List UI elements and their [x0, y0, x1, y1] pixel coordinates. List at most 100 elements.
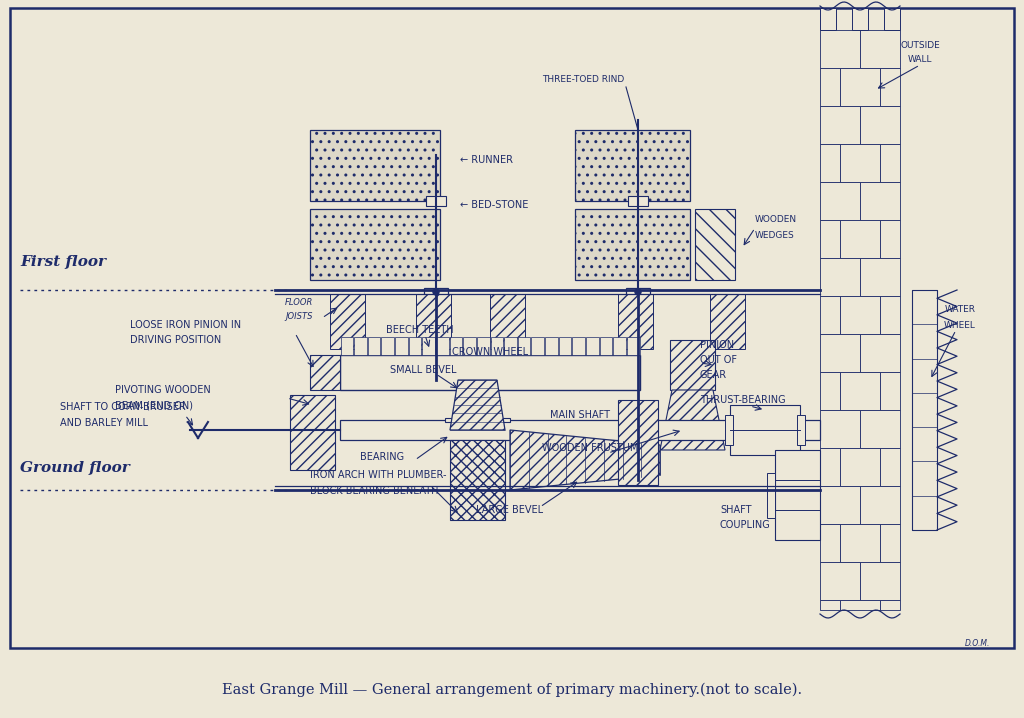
- Bar: [354, 337, 367, 355]
- Bar: [575, 209, 690, 280]
- Bar: [310, 355, 340, 390]
- Text: WOODEN FRUSTUM: WOODEN FRUSTUM: [542, 443, 638, 453]
- Bar: [416, 294, 451, 349]
- Text: MAIN SHAFT: MAIN SHAFT: [550, 410, 610, 420]
- Text: AND BARLEY MILL: AND BARLEY MILL: [60, 418, 148, 428]
- Bar: [852, 8, 868, 30]
- Bar: [725, 415, 733, 445]
- Text: WALL: WALL: [907, 55, 932, 65]
- Bar: [445, 418, 510, 422]
- Bar: [797, 415, 805, 445]
- Text: WOODEN: WOODEN: [755, 215, 797, 225]
- Text: BLOCK BEARING BENEATH: BLOCK BEARING BENEATH: [310, 486, 438, 496]
- Bar: [613, 337, 626, 355]
- Text: WATER: WATER: [944, 305, 976, 314]
- Text: THRUST-BEARING: THRUST-BEARING: [700, 395, 785, 405]
- Bar: [767, 472, 775, 518]
- Bar: [860, 182, 900, 220]
- Bar: [860, 562, 900, 600]
- Text: WHEEL: WHEEL: [944, 322, 976, 330]
- Bar: [395, 337, 408, 355]
- Bar: [518, 337, 530, 355]
- Bar: [626, 288, 650, 296]
- Text: COUPLING: COUPLING: [720, 520, 771, 530]
- Text: First floor: First floor: [20, 255, 106, 269]
- Bar: [330, 294, 365, 349]
- Bar: [840, 144, 880, 182]
- Text: THREE-TOED RIND: THREE-TOED RIND: [542, 75, 624, 85]
- Bar: [880, 144, 900, 182]
- Text: JOISTS: JOISTS: [285, 312, 312, 321]
- Text: IRON ARCH WITH PLUMBER-: IRON ARCH WITH PLUMBER-: [310, 470, 446, 480]
- Bar: [880, 68, 900, 106]
- Bar: [710, 294, 745, 349]
- Text: FLOOR: FLOOR: [285, 298, 313, 307]
- Circle shape: [433, 289, 439, 295]
- Bar: [695, 209, 735, 280]
- Polygon shape: [450, 380, 505, 430]
- Bar: [775, 450, 820, 540]
- Text: East Grange Mill — General arrangement of primary machinery.(not to scale).: East Grange Mill — General arrangement o…: [222, 683, 802, 697]
- Bar: [880, 524, 900, 562]
- Bar: [880, 220, 900, 258]
- Bar: [340, 420, 820, 440]
- Text: PINION: PINION: [700, 340, 734, 350]
- Bar: [840, 600, 880, 610]
- Bar: [340, 355, 640, 390]
- Bar: [820, 106, 860, 144]
- Text: DRIVING POSITION: DRIVING POSITION: [130, 335, 221, 345]
- Bar: [860, 258, 900, 296]
- Text: CROWN WHEEL: CROWN WHEEL: [452, 347, 528, 357]
- Bar: [820, 296, 840, 334]
- Bar: [820, 600, 840, 610]
- Bar: [884, 8, 900, 30]
- Bar: [618, 294, 653, 349]
- Bar: [860, 334, 900, 372]
- Text: Ground floor: Ground floor: [20, 461, 130, 475]
- Bar: [860, 106, 900, 144]
- Bar: [912, 290, 937, 530]
- Bar: [840, 68, 880, 106]
- Bar: [436, 337, 449, 355]
- Text: GEAR: GEAR: [700, 370, 727, 380]
- Text: WEDGES: WEDGES: [755, 231, 795, 241]
- Bar: [820, 182, 860, 220]
- Bar: [840, 372, 880, 410]
- Bar: [820, 562, 860, 600]
- Bar: [840, 524, 880, 562]
- Bar: [627, 337, 640, 355]
- Bar: [545, 337, 558, 355]
- Bar: [450, 440, 505, 520]
- Bar: [880, 448, 900, 486]
- Circle shape: [635, 289, 641, 295]
- Polygon shape: [510, 430, 660, 490]
- Bar: [860, 30, 900, 68]
- Bar: [820, 30, 860, 68]
- Bar: [477, 337, 489, 355]
- Bar: [820, 68, 840, 106]
- Bar: [840, 448, 880, 486]
- Bar: [310, 209, 440, 280]
- Bar: [628, 196, 648, 206]
- Bar: [618, 400, 658, 485]
- Bar: [600, 337, 612, 355]
- Bar: [381, 337, 394, 355]
- Bar: [820, 410, 860, 448]
- Bar: [820, 524, 840, 562]
- Bar: [463, 337, 476, 355]
- Text: LOOSE IRON PINION IN: LOOSE IRON PINION IN: [130, 320, 241, 330]
- Polygon shape: [660, 390, 725, 450]
- Bar: [820, 258, 860, 296]
- Bar: [840, 296, 880, 334]
- Bar: [490, 337, 503, 355]
- Bar: [860, 486, 900, 524]
- Bar: [730, 405, 800, 455]
- Text: SHAFT: SHAFT: [720, 505, 752, 515]
- Text: SHAFT TO CORN-BRUISER: SHAFT TO CORN-BRUISER: [60, 402, 185, 412]
- Bar: [820, 486, 860, 524]
- Bar: [820, 448, 840, 486]
- Bar: [820, 220, 840, 258]
- Bar: [880, 296, 900, 334]
- Bar: [572, 337, 585, 355]
- Bar: [504, 337, 517, 355]
